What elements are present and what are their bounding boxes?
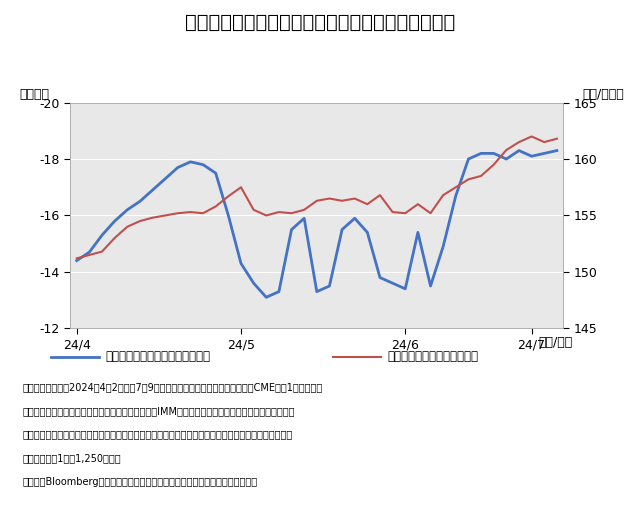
- Text: （注）　データは2024年4月2日から7月9日。シカゴ・マーカンタイル取引所（CME）の1部門である: （注） データは2024年4月2日から7月9日。シカゴ・マーカンタイル取引所（C…: [22, 382, 323, 392]
- Text: 円ポジション（左軸、逆目盛り）: 円ポジション（左軸、逆目盛り）: [106, 350, 211, 363]
- Text: 》図表２：投機筋の円ポジションとドル円レート》: 》図表２：投機筋の円ポジションとドル円レート》: [185, 13, 455, 32]
- Text: （円/ドル）: （円/ドル）: [582, 88, 624, 102]
- Text: 越し。1枚＝1,250万円。: 越し。1枚＝1,250万円。: [22, 453, 121, 463]
- Text: （万枚）: （万枚）: [19, 88, 49, 102]
- Text: （出所）Bloombergのデータを基に三井住友ディエスアセットマネジメント作成: （出所）Bloombergのデータを基に三井住友ディエスアセットマネジメント作成: [22, 477, 257, 486]
- Text: （年/月）: （年/月）: [538, 336, 573, 349]
- Text: インターナショナル・マネー・マーケット（IMM）に上場されている通貨先物における投機筋: インターナショナル・マネー・マーケット（IMM）に上場されている通貨先物における…: [22, 406, 295, 416]
- Text: ドル円の実勢レート（右軸）: ドル円の実勢レート（右軸）: [387, 350, 478, 363]
- Text: （非商業部門）の円ポジション。円の買いと売りのネット建玉枚数を指し、マイナスは円の売り: （非商業部門）の円ポジション。円の買いと売りのネット建玉枚数を指し、マイナスは円…: [22, 429, 292, 439]
